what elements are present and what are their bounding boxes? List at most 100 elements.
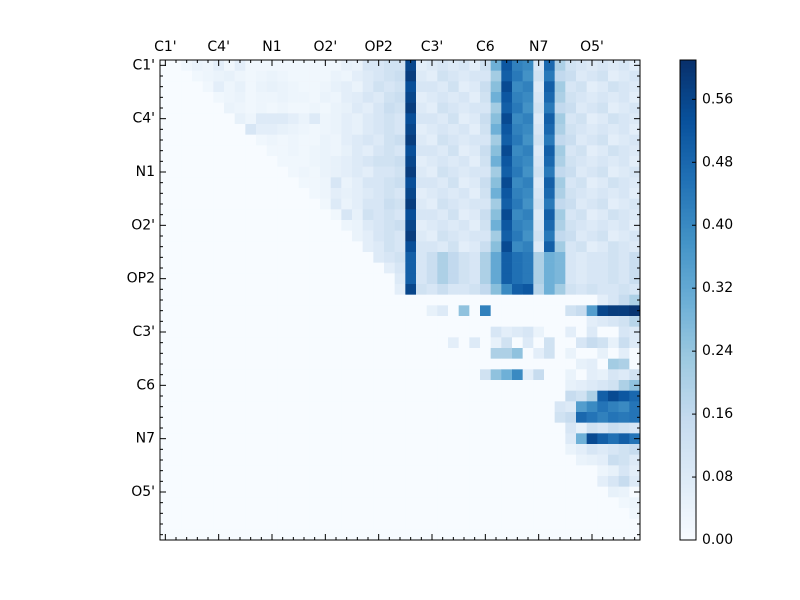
heatmap-cell [362, 262, 374, 274]
heatmap-cell [426, 284, 438, 295]
heatmap-cell [160, 316, 171, 327]
heatmap-cell [629, 134, 641, 146]
heatmap-cell [341, 326, 353, 338]
heatmap-cell [266, 316, 278, 327]
heatmap-cell [416, 401, 427, 413]
heatmap-cell [565, 70, 577, 82]
heatmap-cell [469, 124, 481, 135]
heatmap-cell [234, 220, 246, 231]
heatmap-cell [309, 476, 321, 487]
heatmap-cell [362, 145, 374, 157]
heatmap-cell [352, 81, 363, 93]
heatmap-cell [437, 284, 449, 295]
heatmap-cell [597, 198, 609, 210]
heatmap-cell [192, 326, 203, 338]
heatmap-cell [565, 486, 577, 498]
heatmap-cell [320, 230, 331, 242]
heatmap-cell [394, 390, 406, 402]
heatmap-cell [554, 60, 566, 71]
heatmap-cell [533, 401, 545, 413]
heatmap-cell [234, 390, 246, 402]
heatmap-cell [245, 134, 257, 146]
heatmap-cell [384, 326, 395, 338]
heatmap-cell [277, 294, 289, 306]
heatmap-cell [512, 220, 523, 231]
heatmap-cell [384, 177, 395, 189]
heatmap-cell [170, 241, 182, 253]
heatmap-cell [202, 337, 214, 349]
heatmap-cell [277, 198, 289, 210]
heatmap-cell [245, 252, 257, 263]
heatmap-cell [544, 188, 555, 199]
heatmap-cell [362, 209, 374, 221]
heatmap-cell [341, 177, 353, 189]
heatmap-cell [309, 134, 321, 146]
heatmap-cell [224, 145, 235, 157]
heatmap-cell [330, 92, 342, 103]
colorbar-segment [680, 264, 696, 269]
heatmap-cell [458, 60, 470, 71]
heatmap-cell [490, 209, 502, 221]
heatmap-cell [213, 486, 225, 498]
heatmap-cell [266, 284, 278, 295]
heatmap-cell [384, 262, 395, 274]
heatmap-cell [416, 113, 427, 125]
heatmap-cell [277, 380, 289, 391]
heatmap-cell [330, 252, 342, 263]
heatmap-cell [618, 476, 630, 487]
heatmap-cell [544, 209, 555, 221]
heatmap-cell [245, 209, 257, 221]
heatmap-cell [576, 81, 587, 93]
heatmap-cell [373, 284, 385, 295]
heatmap-cell [352, 60, 363, 71]
heatmap-cell [554, 113, 566, 125]
heatmap-cell [160, 465, 171, 477]
heatmap-cell [256, 348, 267, 359]
heatmap-cell [277, 412, 289, 423]
heatmap-cell [405, 230, 417, 242]
heatmap-cell [544, 465, 555, 477]
heatmap-cell [512, 102, 523, 114]
heatmap-cell [330, 486, 342, 498]
heatmap-cell [576, 209, 587, 221]
heatmap-cell [213, 156, 225, 167]
heatmap-cell [586, 380, 598, 391]
heatmap-cell [501, 198, 513, 210]
heatmap-cell [394, 102, 406, 114]
heatmap-cell [170, 70, 182, 82]
heatmap-cell [192, 209, 203, 221]
heatmap-cell [181, 241, 193, 253]
heatmap-cell [309, 209, 321, 221]
heatmap-cell [277, 220, 289, 231]
heatmap-cell [597, 166, 609, 178]
heatmap-cell [224, 486, 235, 498]
heatmap-cell [608, 294, 619, 306]
heatmap-cell [565, 476, 577, 487]
heatmap-cell [288, 230, 299, 242]
heatmap-cell [501, 284, 513, 295]
heatmap-cell [469, 433, 481, 445]
heatmap-cell [533, 145, 545, 157]
heatmap-cell [469, 134, 481, 146]
heatmap-cell [213, 380, 225, 391]
heatmap-cell [288, 252, 299, 263]
heatmap-cell [309, 284, 321, 295]
heatmap-cell [309, 465, 321, 477]
heatmap-cell [522, 230, 534, 242]
heatmap-cell [565, 369, 577, 381]
heatmap-cell [330, 134, 342, 146]
heatmap-cell [362, 284, 374, 295]
heatmap-cell [202, 156, 214, 167]
heatmap-cell [309, 412, 321, 423]
heatmap-cell [490, 177, 502, 189]
heatmap-cell [512, 508, 523, 519]
heatmap-cell [256, 113, 267, 125]
heatmap-cell [256, 241, 267, 253]
heatmap-cell [586, 262, 598, 274]
heatmap-cell [192, 380, 203, 391]
heatmap-cell [213, 433, 225, 445]
heatmap-cell [341, 188, 353, 199]
heatmap-cell [341, 134, 353, 146]
colorbar-segment [680, 296, 696, 301]
heatmap-cell [554, 465, 566, 477]
